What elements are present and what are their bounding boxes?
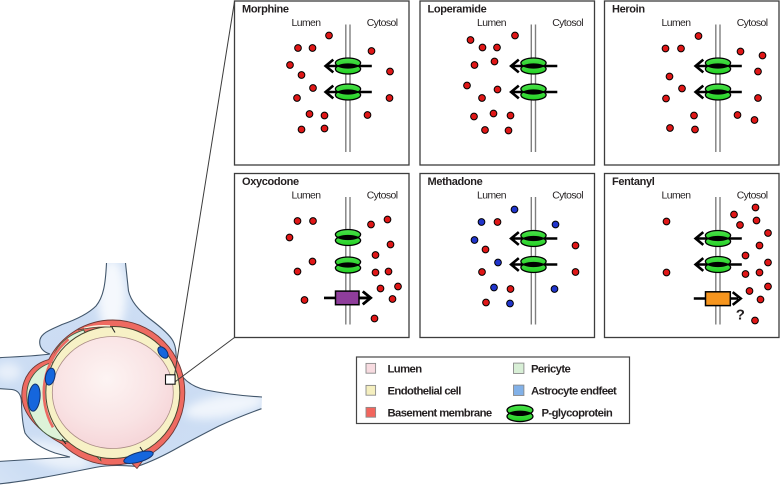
svg-text:Cytosol: Cytosol bbox=[367, 18, 398, 29]
svg-text:P-glycoprotein: P-glycoprotein bbox=[542, 408, 613, 420]
svg-text:Cytosol: Cytosol bbox=[367, 190, 398, 201]
svg-text:Lumen: Lumen bbox=[291, 190, 321, 201]
svg-text:Cytosol: Cytosol bbox=[737, 190, 768, 201]
svg-text:Cytosol: Cytosol bbox=[552, 18, 583, 29]
svg-text:Lumen: Lumen bbox=[661, 18, 691, 29]
svg-text:Lumen: Lumen bbox=[291, 18, 321, 29]
svg-text:Endothelial cell: Endothelial cell bbox=[388, 386, 462, 398]
svg-text:Morphine: Morphine bbox=[242, 4, 289, 16]
svg-text:Heroin: Heroin bbox=[612, 4, 645, 16]
svg-text:Fentanyl: Fentanyl bbox=[612, 176, 655, 188]
svg-text:Pericyte: Pericyte bbox=[531, 364, 570, 376]
svg-text:Cytosol: Cytosol bbox=[737, 18, 768, 29]
svg-text:Basement membrane: Basement membrane bbox=[388, 408, 492, 420]
svg-text:Cytosol: Cytosol bbox=[552, 190, 583, 201]
svg-text:Loperamide: Loperamide bbox=[428, 4, 487, 16]
svg-text:Lumen: Lumen bbox=[388, 364, 423, 376]
svg-text:Methadone: Methadone bbox=[428, 176, 483, 188]
svg-text:Lumen: Lumen bbox=[477, 190, 507, 201]
svg-text:Lumen: Lumen bbox=[477, 18, 507, 29]
svg-text:Astrocyte endfeet: Astrocyte endfeet bbox=[531, 386, 617, 398]
svg-text:?: ? bbox=[736, 307, 745, 324]
svg-text:Lumen: Lumen bbox=[661, 190, 691, 201]
svg-text:Oxycodone: Oxycodone bbox=[242, 176, 299, 188]
